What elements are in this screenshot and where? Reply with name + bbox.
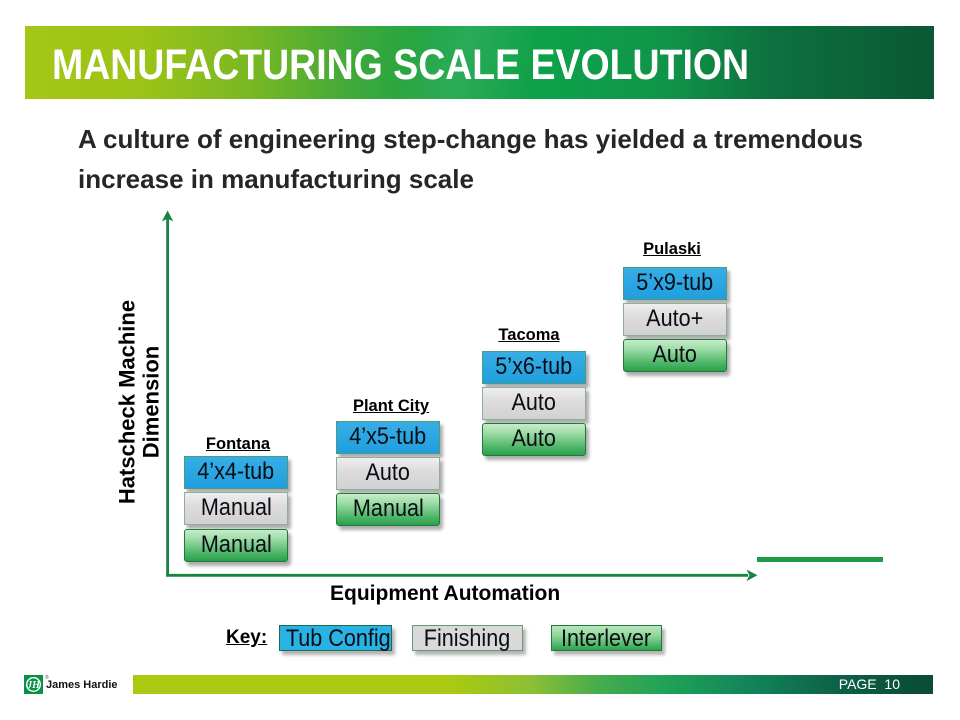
svg-text:®: ® <box>45 674 49 681</box>
svg-text:JH: JH <box>26 680 41 691</box>
